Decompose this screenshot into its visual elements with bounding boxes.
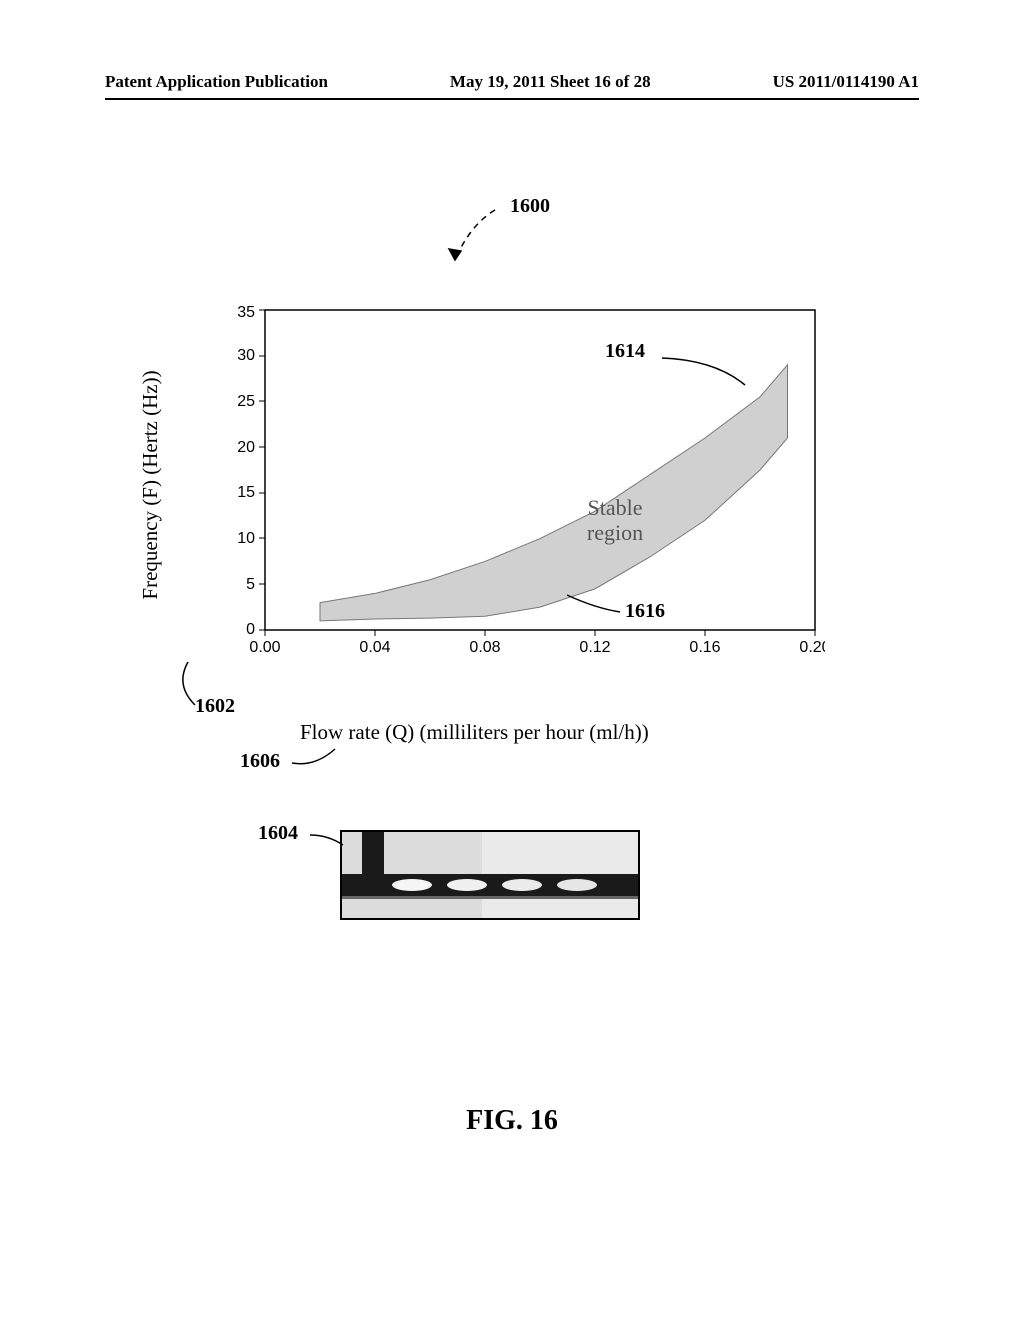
header-center: May 19, 2011 Sheet 16 of 28: [450, 72, 651, 92]
microfluidic-photo: [340, 830, 640, 920]
svg-text:0.08: 0.08: [469, 639, 500, 656]
page-header: Patent Application Publication May 19, 2…: [0, 72, 1024, 92]
callout-arrow-1600: [440, 205, 500, 270]
y-axis-label: Frequency (F) (Hertz (Hz)): [138, 300, 163, 670]
x-axis-ticks: 0.00 0.04 0.08 0.12 0.16 0.20: [249, 630, 825, 656]
x-axis-label: Flow rate (Q) (milliliters per hour (ml/…: [300, 720, 649, 745]
y-axis-ticks: 0 5 10 15 20 25 30 35: [237, 304, 265, 638]
svg-text:25: 25: [237, 393, 255, 410]
svg-text:20: 20: [237, 439, 255, 456]
svg-text:0: 0: [246, 621, 255, 638]
svg-text:35: 35: [237, 304, 255, 321]
figure-title: FIG. 16: [0, 1105, 1024, 1137]
callout-line-1616: [565, 590, 625, 620]
callout-line-1614: [660, 350, 750, 390]
svg-text:0.12: 0.12: [579, 639, 610, 656]
svg-text:5: 5: [246, 576, 255, 593]
callout-line-1602: [170, 660, 210, 710]
svg-text:30: 30: [237, 347, 255, 364]
region-label-line2: region: [587, 520, 643, 545]
svg-text:15: 15: [237, 484, 255, 501]
callout-line-1606: [290, 745, 340, 770]
header-right: US 2011/0114190 A1: [773, 72, 919, 92]
svg-text:10: 10: [237, 530, 255, 547]
callout-line-1604: [308, 830, 348, 850]
header-rule: [105, 98, 919, 100]
callout-1616: 1616: [625, 600, 665, 623]
callout-1600: 1600: [510, 195, 550, 218]
callout-1606: 1606: [240, 750, 280, 773]
header-left: Patent Application Publication: [105, 72, 328, 92]
region-label-line1: Stable: [588, 495, 643, 520]
svg-text:0.04: 0.04: [359, 639, 390, 656]
callout-1604: 1604: [258, 822, 298, 845]
svg-text:0.00: 0.00: [249, 639, 280, 656]
svg-text:0.16: 0.16: [689, 639, 720, 656]
callout-1614: 1614: [605, 340, 645, 363]
svg-text:0.20: 0.20: [799, 639, 825, 656]
